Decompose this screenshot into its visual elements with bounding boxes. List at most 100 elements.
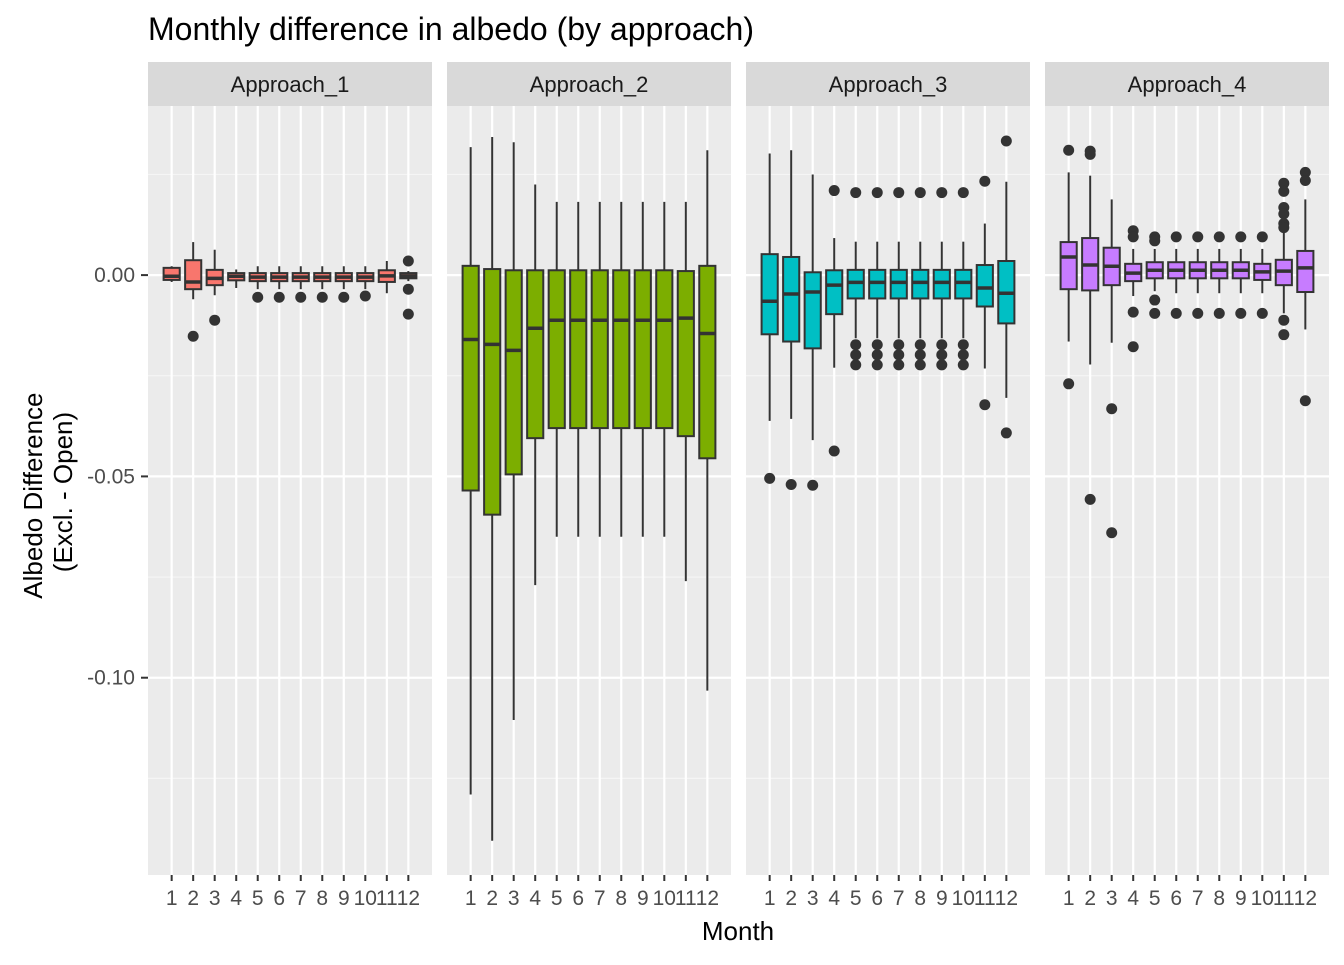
boxplot-month-12 xyxy=(399,255,418,320)
outlier-point xyxy=(1149,307,1161,319)
outlier-point xyxy=(316,291,328,303)
box xyxy=(868,268,887,300)
outlier-point xyxy=(893,349,905,361)
x-tick-label: 4 xyxy=(230,887,242,910)
outlier-point xyxy=(957,187,969,199)
x-tick-label: 6 xyxy=(871,887,883,910)
x-tick-label: 4 xyxy=(828,887,840,910)
y-tick-label: -0.05 xyxy=(87,465,135,488)
facet-strip xyxy=(746,62,1030,106)
x-tick-label: 2 xyxy=(187,887,199,910)
box xyxy=(569,269,588,430)
outlier-point xyxy=(1063,144,1075,156)
outlier-point xyxy=(850,339,862,351)
boxplot-month-5 xyxy=(1145,231,1164,319)
x-tick-label: 12 xyxy=(696,887,719,910)
x-tick-label: 10 xyxy=(653,887,676,910)
outlier-point xyxy=(1213,307,1225,319)
outlier-point xyxy=(828,185,840,197)
outlier-point xyxy=(1278,314,1290,326)
facet-strip xyxy=(148,62,432,106)
boxplot-month-12 xyxy=(698,150,717,691)
boxplot-month-7 xyxy=(1188,231,1207,319)
boxplot-month-2 xyxy=(184,242,203,342)
boxplot-month-11 xyxy=(676,201,695,582)
outlier-point xyxy=(871,187,883,199)
boxplot-month-10 xyxy=(954,187,973,371)
outlier-point xyxy=(850,187,862,199)
y-axis-label-line-2: (Excl. - Open) xyxy=(48,412,78,572)
boxplot-month-6 xyxy=(270,266,289,303)
boxplot-month-7 xyxy=(590,201,609,537)
outlier-point xyxy=(914,359,926,371)
box xyxy=(1296,249,1315,294)
boxplot-month-9 xyxy=(633,201,652,537)
outlier-point xyxy=(1106,527,1118,539)
outlier-point xyxy=(914,349,926,361)
boxplot-month-12 xyxy=(1296,166,1315,407)
outlier-point xyxy=(295,291,307,303)
outlier-point xyxy=(979,399,991,411)
boxplot-month-3 xyxy=(205,249,224,326)
x-tick-label: 11 xyxy=(675,887,697,910)
outlier-point xyxy=(1235,231,1247,243)
outlier-point xyxy=(914,339,926,351)
x-tick-label: 1 xyxy=(465,887,477,910)
box xyxy=(825,269,844,316)
panel-background xyxy=(1045,106,1329,875)
x-tick-label: 9 xyxy=(637,887,649,910)
outlier-point xyxy=(1170,231,1182,243)
outlier-point xyxy=(338,291,350,303)
outlier-point xyxy=(850,359,862,371)
x-tick-label: 12 xyxy=(1294,887,1317,910)
box xyxy=(612,269,631,430)
boxplot-month-5 xyxy=(846,187,865,371)
boxplot-month-12 xyxy=(997,135,1016,439)
boxplot-month-7 xyxy=(889,187,908,371)
outlier-point xyxy=(1170,307,1182,319)
boxplot-month-3 xyxy=(504,142,523,720)
x-tick-label: 12 xyxy=(397,887,420,910)
x-tick-label: 5 xyxy=(1149,887,1161,910)
outlier-point xyxy=(402,255,414,267)
outlier-point xyxy=(1000,135,1012,147)
outlier-point xyxy=(252,291,264,303)
y-axis: 0.00 -0.05 -0.10 xyxy=(87,264,148,690)
y-axis-label-line-1: Albedo Difference xyxy=(18,393,48,599)
outlier-point xyxy=(1127,341,1139,353)
box xyxy=(162,266,181,281)
outlier-point xyxy=(764,472,776,484)
box xyxy=(504,269,523,476)
box xyxy=(633,269,652,430)
outlier-point xyxy=(1299,174,1311,186)
outlier-point xyxy=(1127,306,1139,318)
outlier-point xyxy=(1149,235,1161,247)
boxplot-month-6 xyxy=(1167,231,1186,319)
boxplot-month-3 xyxy=(803,174,822,491)
x-tick-label: 2 xyxy=(486,887,498,910)
x-tick-label: 7 xyxy=(594,887,606,910)
box xyxy=(461,264,480,492)
boxplot-month-6 xyxy=(569,201,588,537)
x-tick-label: 8 xyxy=(1213,887,1225,910)
boxplot-month-11 xyxy=(377,261,396,294)
outlier-point xyxy=(893,339,905,351)
box xyxy=(889,268,908,300)
box xyxy=(932,268,951,300)
x-tick-label: 7 xyxy=(295,887,307,910)
box xyxy=(655,269,674,430)
boxplot-month-10 xyxy=(356,266,375,302)
x-tick-label: 11 xyxy=(376,887,398,910)
box xyxy=(483,268,502,516)
x-tick-label: 5 xyxy=(850,887,862,910)
x-tick-label: 10 xyxy=(952,887,975,910)
x-tick-label: 3 xyxy=(209,887,221,910)
outlier-point xyxy=(957,349,969,361)
box xyxy=(676,270,695,438)
boxplot-month-3 xyxy=(1102,199,1121,539)
outlier-point xyxy=(807,479,819,491)
boxplot-month-1 xyxy=(1059,144,1078,390)
outlier-point xyxy=(1106,403,1118,415)
